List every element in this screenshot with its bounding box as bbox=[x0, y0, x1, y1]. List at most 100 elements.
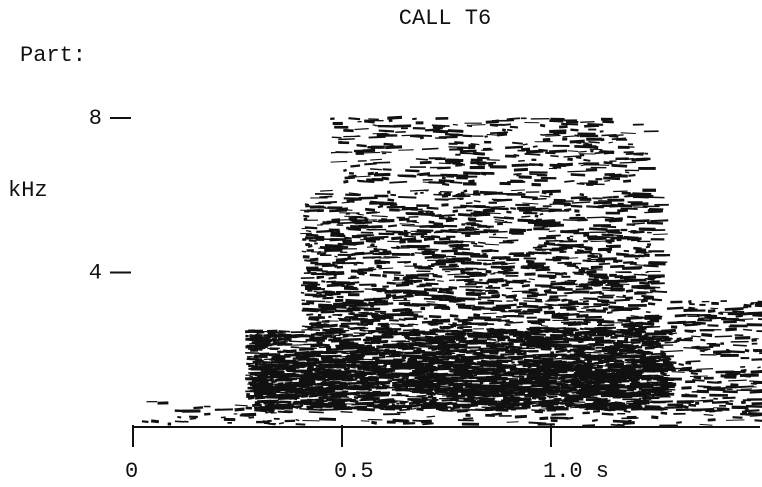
x-tick-label: 0.5 bbox=[334, 459, 374, 484]
spectrogram-stroke bbox=[428, 359, 439, 364]
spectrogram-stroke bbox=[522, 143, 528, 146]
spectrogram-stroke bbox=[277, 343, 290, 347]
spectrogram-stroke bbox=[506, 210, 512, 214]
spectrogram-stroke bbox=[347, 307, 364, 310]
spectrogram-stroke bbox=[360, 420, 370, 422]
spectrogram-stroke bbox=[412, 221, 420, 224]
spectrogram-stroke bbox=[513, 298, 519, 302]
spectrogram-stroke bbox=[256, 401, 269, 404]
spectrogram-stroke bbox=[530, 363, 538, 367]
spectrogram-stroke bbox=[548, 192, 553, 196]
spectrogram-stroke bbox=[600, 365, 611, 367]
spectrogram-stroke bbox=[283, 335, 300, 339]
spectrogram-stroke bbox=[441, 398, 457, 402]
spectrogram-stroke bbox=[634, 222, 646, 225]
spectrogram-stroke bbox=[541, 219, 555, 222]
spectrogram-stroke bbox=[602, 120, 614, 124]
spectrogram-stroke bbox=[750, 369, 762, 374]
spectrogram-stroke bbox=[583, 297, 599, 301]
spectrogram-stroke bbox=[574, 209, 580, 213]
spectrogram-stroke bbox=[463, 171, 481, 175]
spectrogram-stroke bbox=[417, 273, 434, 276]
spectrogram-stroke bbox=[405, 395, 424, 398]
spectrogram-stroke bbox=[570, 196, 588, 200]
spectrogram-stroke bbox=[358, 395, 364, 397]
spectrogram-stroke bbox=[513, 153, 520, 157]
spectrogram-stroke bbox=[589, 145, 597, 149]
spectrogram-stroke bbox=[582, 141, 589, 145]
spectrogram-stroke bbox=[376, 299, 386, 304]
spectrogram-stroke bbox=[588, 236, 607, 241]
spectrogram-stroke bbox=[689, 375, 708, 378]
spectrogram-stroke bbox=[624, 332, 642, 337]
spectrogram-stroke bbox=[306, 300, 315, 305]
spectrogram-stroke bbox=[364, 395, 375, 400]
spectrogram-stroke bbox=[586, 343, 590, 346]
spectrogram-stroke bbox=[557, 261, 572, 265]
spectrogram-stroke bbox=[534, 214, 539, 218]
spectrogram-stroke bbox=[602, 375, 608, 378]
spectrogram-stroke bbox=[248, 375, 254, 378]
spectrogram-stroke bbox=[489, 381, 504, 385]
spectrogram-stroke bbox=[625, 171, 630, 174]
spectrogram-stroke bbox=[300, 291, 305, 294]
spectrogram-stroke bbox=[503, 216, 514, 220]
spectrogram-stroke bbox=[589, 290, 602, 295]
spectrogram-stroke bbox=[441, 203, 449, 207]
spectrogram-stroke bbox=[335, 257, 348, 262]
spectrogram-stroke bbox=[656, 379, 665, 382]
spectrogram-stroke bbox=[574, 404, 590, 409]
spectrogram-stroke bbox=[597, 299, 610, 303]
spectrogram-stroke bbox=[483, 229, 499, 233]
spectrogram-stroke bbox=[295, 389, 306, 393]
spectrogram-stroke bbox=[480, 359, 487, 363]
spectrogram-stroke bbox=[634, 365, 642, 369]
spectrogram-stroke bbox=[411, 374, 419, 378]
spectrogram-stroke bbox=[348, 216, 358, 221]
spectrogram-stroke bbox=[316, 341, 323, 345]
spectrogram-stroke bbox=[428, 303, 447, 307]
spectrogram-stroke bbox=[547, 390, 559, 395]
spectrogram-stroke bbox=[350, 224, 367, 229]
spectrogram-stroke bbox=[466, 399, 472, 403]
spectrogram-stroke bbox=[441, 182, 450, 186]
spectrogram-stroke bbox=[674, 313, 687, 318]
spectrogram-stroke bbox=[429, 210, 434, 215]
spectrogram-stroke bbox=[624, 361, 630, 364]
spectrogram-stroke bbox=[489, 289, 498, 292]
spectrogram-stroke bbox=[404, 235, 417, 238]
spectrogram-stroke bbox=[305, 309, 319, 313]
spectrogram-stroke bbox=[702, 399, 714, 403]
spectrogram-stroke bbox=[387, 224, 397, 228]
spectrogram-stroke bbox=[546, 234, 561, 238]
spectrogram-stroke bbox=[582, 245, 593, 249]
y-axis-label: kHz bbox=[8, 178, 48, 203]
spectrogram-stroke bbox=[401, 224, 421, 227]
spectrogram-stroke bbox=[366, 402, 371, 406]
spectrogram-stroke bbox=[643, 296, 655, 301]
spectrogram-stroke bbox=[652, 263, 657, 267]
spectrogram-stroke bbox=[659, 346, 664, 349]
spectrogram-stroke bbox=[444, 403, 453, 406]
spectrogram-stroke bbox=[432, 125, 443, 130]
spectrogram-stroke bbox=[365, 239, 376, 243]
spectrogram-stroke bbox=[442, 364, 457, 368]
spectrogram-stroke bbox=[754, 419, 762, 422]
spectrogram-stroke bbox=[569, 334, 582, 337]
spectrogram-stroke bbox=[393, 274, 405, 277]
spectrogram-stroke bbox=[527, 308, 543, 313]
spectrogram-stroke bbox=[456, 403, 463, 407]
spectrogram-stroke bbox=[601, 233, 614, 237]
spectrogram-stroke bbox=[576, 249, 584, 252]
spectrogram-stroke bbox=[518, 398, 527, 401]
spectrogram-stroke bbox=[501, 128, 507, 132]
spectrogram-stroke bbox=[568, 300, 579, 305]
spectrogram-stroke bbox=[688, 299, 692, 304]
spectrogram-stroke bbox=[551, 315, 569, 320]
spectrogram-stroke bbox=[597, 333, 610, 337]
spectrogram-stroke bbox=[291, 373, 296, 376]
spectrogram-stroke bbox=[468, 388, 476, 392]
spectrogram-stroke bbox=[356, 407, 375, 412]
spectrogram-stroke bbox=[647, 302, 656, 306]
spectrogram-stroke bbox=[700, 338, 706, 342]
